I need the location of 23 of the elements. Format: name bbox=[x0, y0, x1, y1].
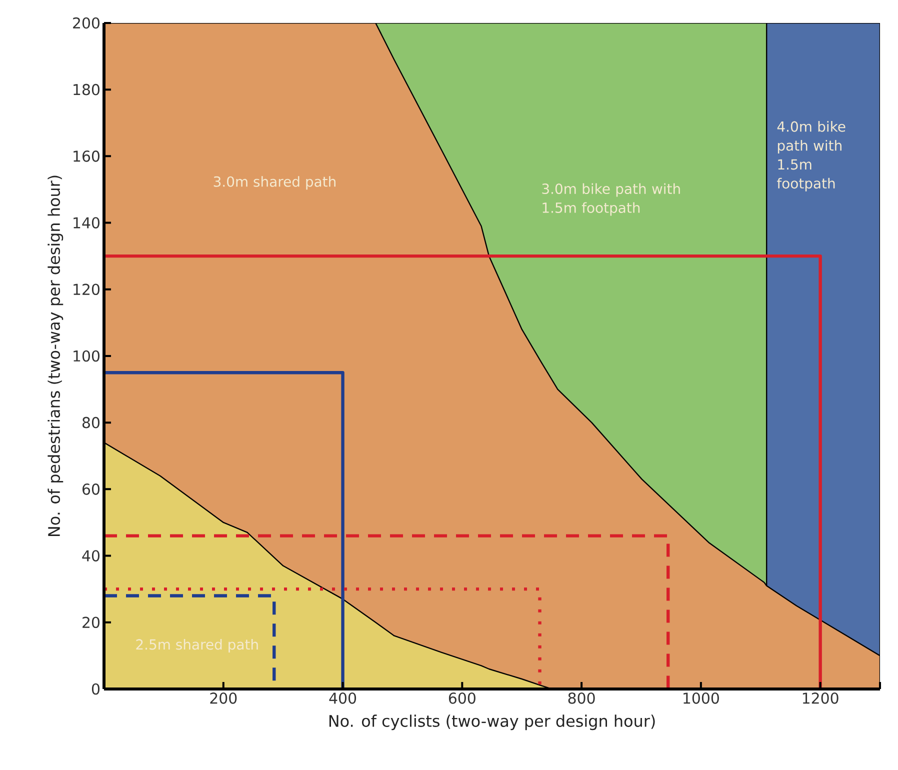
series-label: 3.0m shared path bbox=[214, 176, 336, 190]
x-tick-label: 1200 bbox=[802, 692, 838, 704]
y-tick-label: 60 bbox=[82, 484, 100, 495]
y-tick-label: 20 bbox=[82, 616, 100, 628]
y-tick-label: 140 bbox=[74, 217, 100, 228]
y-tick-label: 160 bbox=[74, 150, 100, 162]
x-tick-label: 200 bbox=[210, 692, 237, 704]
y-axis-title: No. of pedestrians (two-way per design hour) bbox=[48, 176, 64, 536]
x-tick-label: 600 bbox=[448, 692, 476, 704]
y-tick-label: 0 bbox=[92, 683, 100, 695]
x-axis-title: No. of cyclists (two-way per design hour) bbox=[329, 714, 655, 730]
y-tick-label: 40 bbox=[82, 550, 100, 562]
y-tick-label: 200 bbox=[73, 17, 100, 29]
x-tick-label: 400 bbox=[329, 692, 356, 704]
y-tick-label: 120 bbox=[74, 284, 100, 296]
y-tick-label: 180 bbox=[74, 84, 100, 96]
series-label: 4.0m bike path with 1.5m footpath bbox=[776, 121, 846, 192]
x-tick-label: 1000 bbox=[684, 692, 719, 704]
x-tick-label: 800 bbox=[568, 692, 595, 704]
series-label: 3.0m bike path with 1.5m footpath bbox=[542, 183, 680, 216]
series-label: 2.5m shared path bbox=[136, 638, 258, 652]
y-tick-label: 100 bbox=[74, 350, 100, 362]
y-tick-label: 80 bbox=[82, 416, 100, 428]
